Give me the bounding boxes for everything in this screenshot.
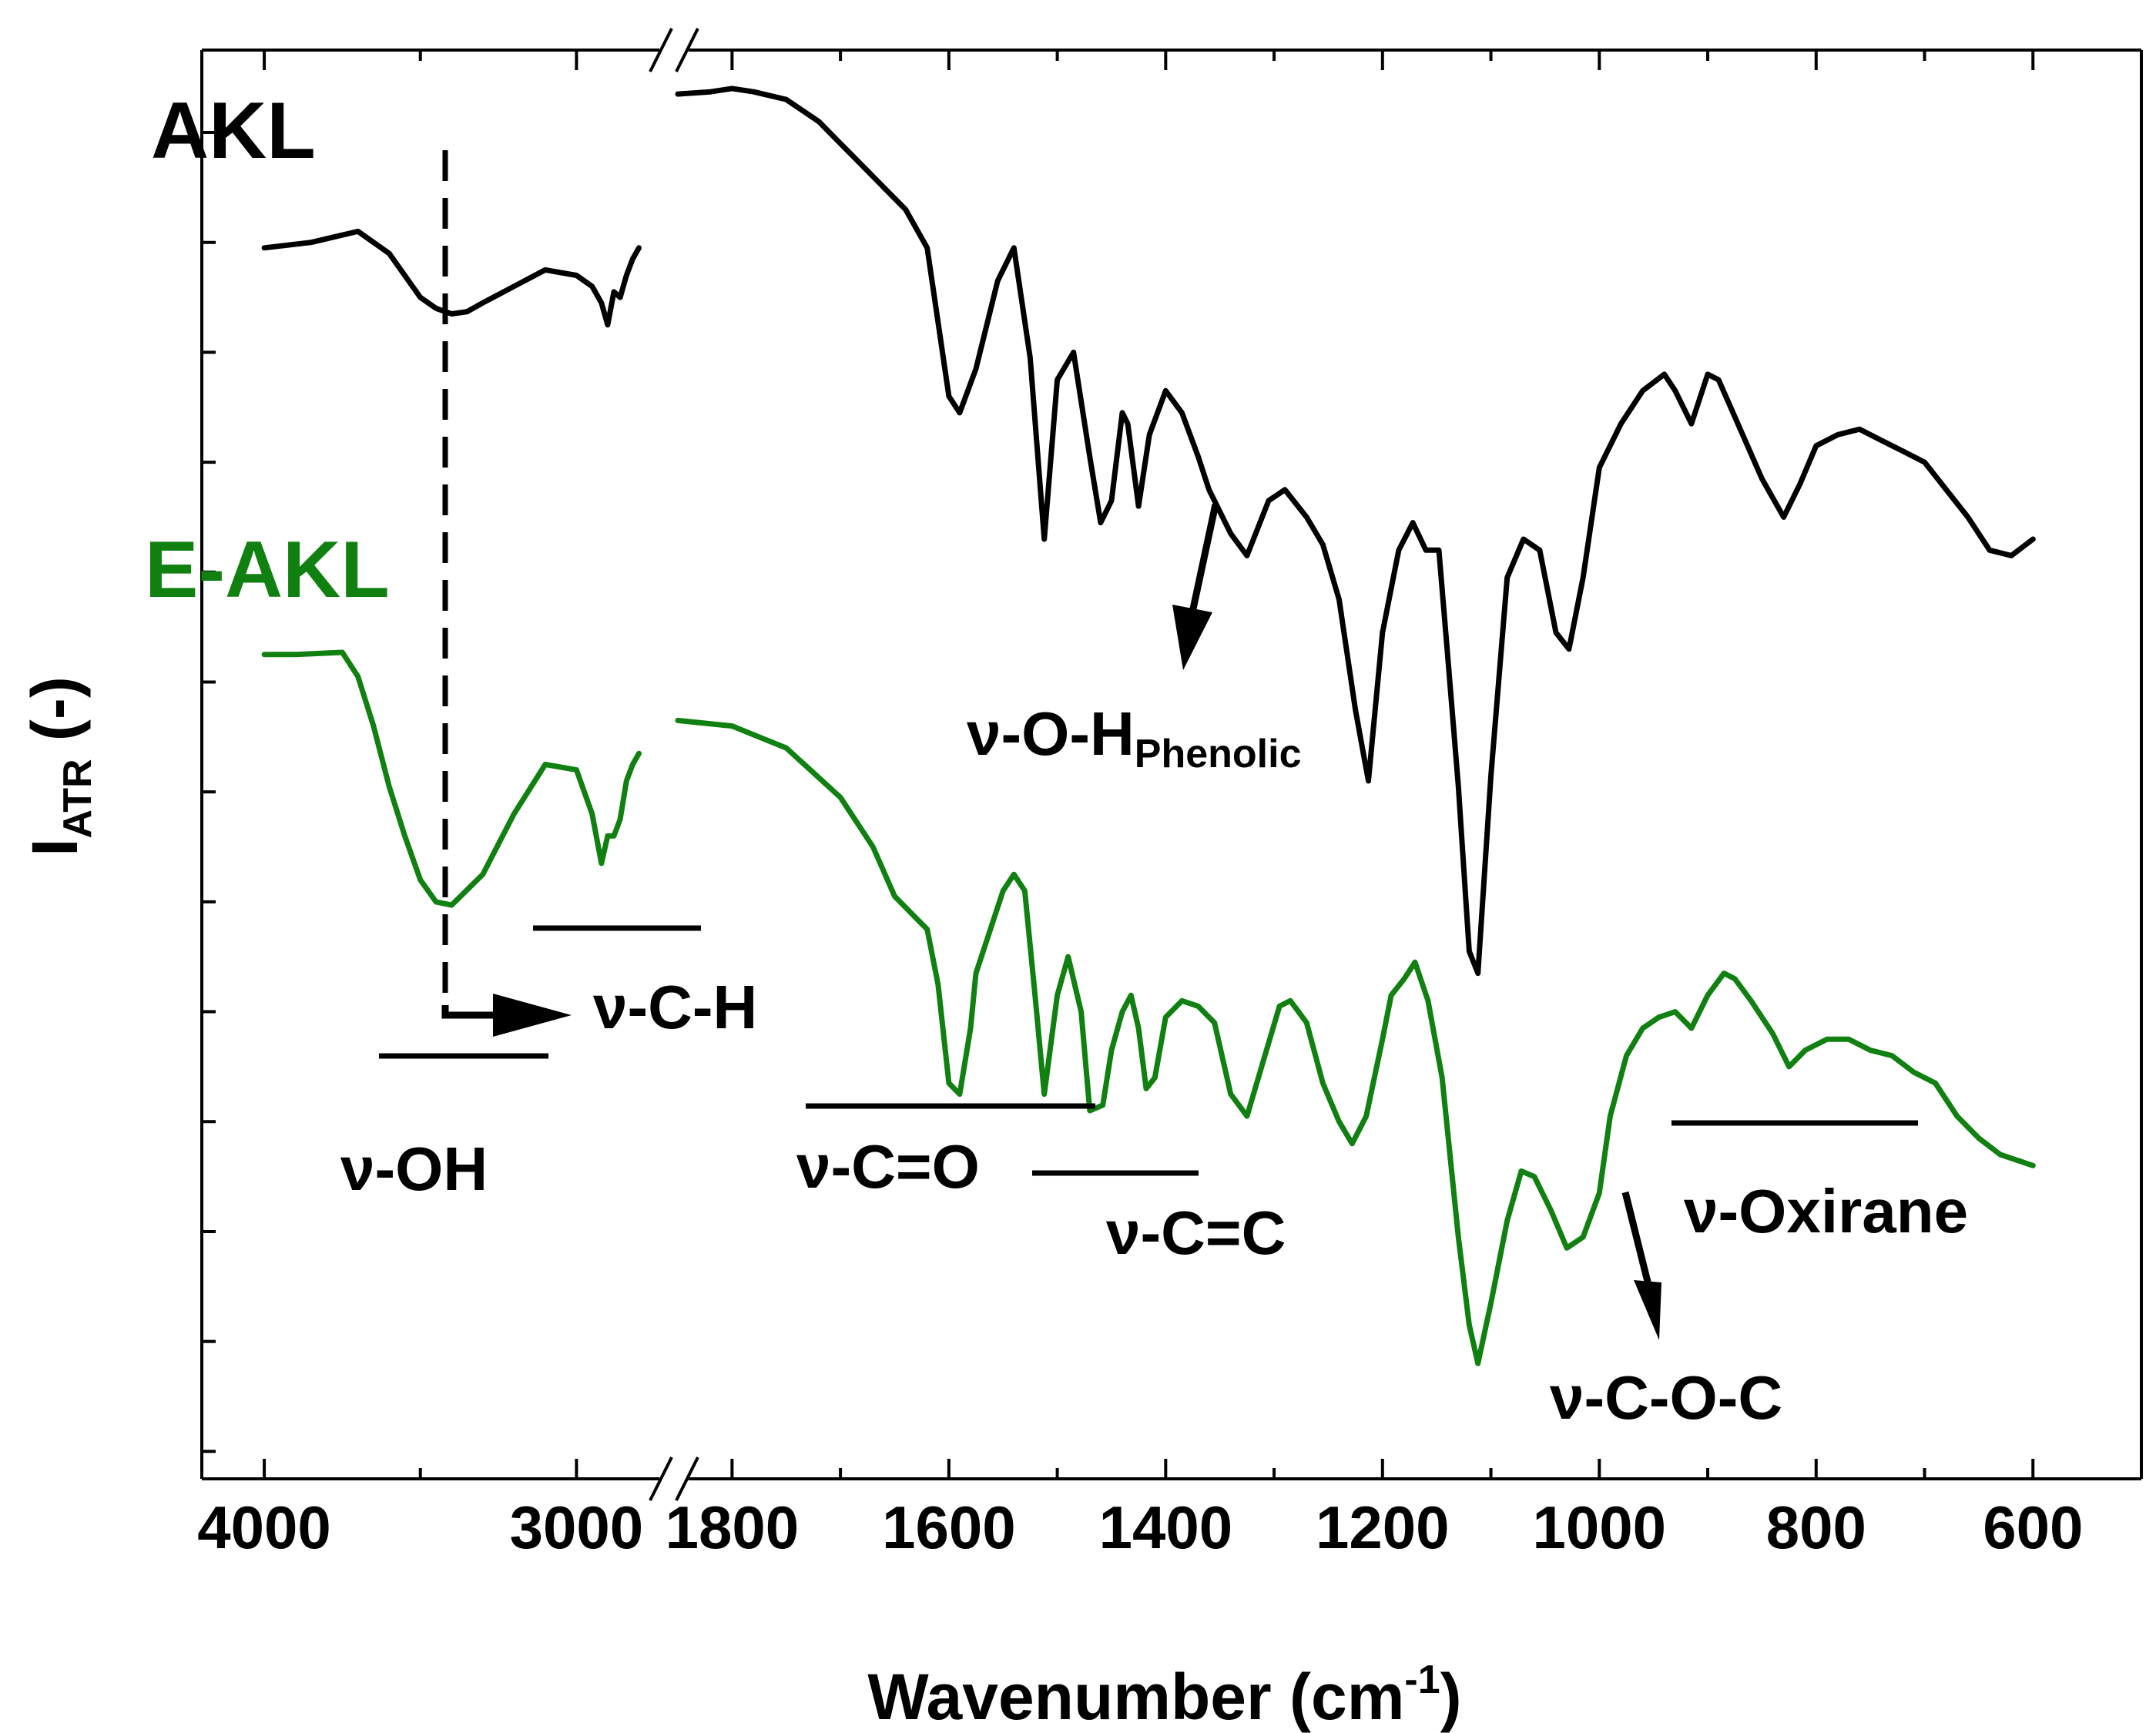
x-axis-ticks: 4000 3000 1800 1600 1400 1200 1000 800 600 [197, 50, 2083, 1561]
y-axis-title-suffix: (-) [18, 676, 91, 759]
arrow-down-coc [1621, 1191, 1661, 1340]
arrow-down-phenolic-shaft [1189, 504, 1219, 613]
annotation-v-co: ν-C=O [796, 1132, 980, 1201]
arrow-down-phenolic-head [1172, 605, 1212, 670]
x-tick-label: 1200 [1316, 1493, 1450, 1561]
plot-frame [200, 49, 2143, 1480]
series-layer [261, 85, 2036, 1366]
x-axis-title-close: ) [1440, 1661, 1462, 1733]
x-axis-title-main: Wavenumber (cm [867, 1661, 1404, 1733]
x-tick-label: 600 [1983, 1493, 2083, 1561]
arrow-down-coc-shaft [1621, 1191, 1652, 1286]
y-axis-title: IATR (-) [18, 676, 100, 856]
annotation-bars [379, 925, 1918, 1176]
arrow-down-coc-head [1634, 1280, 1661, 1340]
series-line-akl [261, 228, 642, 328]
arrow-down-phenolic [1172, 504, 1219, 670]
arrows [441, 504, 1661, 1340]
arrow-right-ch-shaft [441, 1005, 501, 1019]
series-label-eakl: E-AKL [145, 525, 390, 615]
x-tick-label: 1600 [882, 1493, 1016, 1561]
x-tick-label: 3000 [510, 1493, 644, 1561]
series-line-akl [675, 85, 2036, 977]
arrow-right-ch-head [493, 994, 572, 1037]
series-label-akl: AKL [151, 86, 316, 176]
annotation-v-oh: ν-OH [340, 1135, 488, 1203]
series-line-e-akl [261, 649, 642, 908]
x-tick-label: 800 [1766, 1493, 1866, 1561]
axis-break-slash [675, 1456, 699, 1501]
annotation-v-oh-phenolic-main: ν-O-H [967, 699, 1135, 768]
x-tick-label: 1400 [1099, 1493, 1233, 1561]
y-axis-ticks [202, 131, 216, 1453]
axis-break-slash [649, 1456, 673, 1501]
series-line-e-akl [675, 717, 2036, 1366]
arrow-right-ch [441, 994, 572, 1037]
axis-break-slash [649, 28, 673, 72]
axis-break-marks [649, 28, 699, 1501]
annotation-v-oxirane: ν-Oxirane [1684, 1177, 1968, 1245]
annotation-v-coc: ν-C-O-C [1550, 1363, 1782, 1432]
x-axis-title-sup: -1 [1404, 1658, 1440, 1702]
x-tick-label: 4000 [197, 1493, 331, 1561]
annotation-v-cc: ν-C=C [1106, 1198, 1286, 1267]
axis-break-slash [675, 28, 699, 72]
y-axis-title-main: I [18, 838, 91, 856]
annotation-v-ch: ν-C-H [593, 973, 757, 1041]
annotation-v-oh-phenolic: ν-O-HPhenolic [967, 699, 1302, 776]
annotation-v-oh-phenolic-sub: Phenolic [1135, 732, 1302, 776]
x-axis-title: Wavenumber (cm-1) [867, 1658, 1461, 1733]
x-tick-label: 1800 [666, 1493, 800, 1561]
y-axis-title-sub: ATR [55, 759, 100, 838]
x-tick-label: 1000 [1533, 1493, 1667, 1561]
